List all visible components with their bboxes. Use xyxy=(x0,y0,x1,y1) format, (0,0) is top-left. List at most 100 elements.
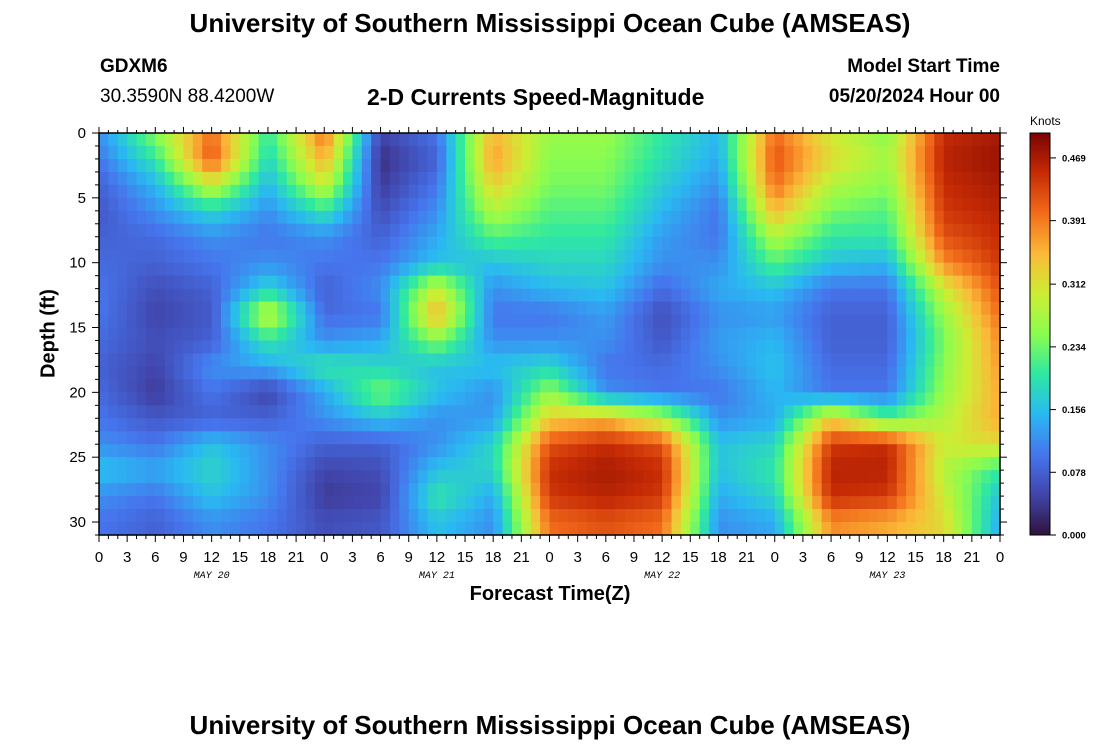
heatmap-cell xyxy=(239,288,250,303)
heatmap-cell xyxy=(662,184,673,199)
heatmap-cell xyxy=(239,418,250,432)
heatmap-cell xyxy=(343,249,354,264)
heatmap-cell xyxy=(915,483,926,497)
heatmap-cell xyxy=(887,236,898,251)
heatmap-cell xyxy=(662,353,673,368)
heatmap-cell xyxy=(183,249,194,264)
heatmap-cell xyxy=(427,470,438,484)
heatmap-cell xyxy=(277,145,288,160)
heatmap-cell xyxy=(483,392,494,406)
heatmap-cell xyxy=(221,275,231,290)
heatmap-cell xyxy=(709,431,720,445)
heatmap-cell xyxy=(887,431,898,445)
heatmap-cell xyxy=(990,340,1001,355)
heatmap-cell xyxy=(971,379,982,393)
heatmap-cell xyxy=(258,522,269,536)
heatmap-cell xyxy=(249,457,260,471)
heatmap-cell xyxy=(230,288,241,303)
heatmap-cell xyxy=(577,418,588,432)
heatmap-cell xyxy=(859,353,870,368)
heatmap-cell xyxy=(971,145,982,160)
heatmap-cell xyxy=(990,444,1001,458)
heatmap-cell xyxy=(99,262,109,277)
heatmap-cell xyxy=(802,366,813,380)
x-axis-label: Forecast Time(Z) xyxy=(469,583,631,605)
heatmap-cell xyxy=(859,301,870,316)
heatmap-cell xyxy=(727,197,738,212)
heatmap-cell xyxy=(455,236,466,251)
heatmap-cell xyxy=(549,158,560,173)
heatmap-cell xyxy=(549,262,560,277)
heatmap-cell xyxy=(183,171,194,186)
heatmap-cell xyxy=(202,275,213,290)
heatmap-cell xyxy=(333,223,344,238)
heatmap-cell xyxy=(296,210,307,225)
x-tick-label: 6 xyxy=(602,549,610,566)
heatmap-cell xyxy=(906,262,917,277)
heatmap-cell xyxy=(755,379,766,393)
x-tick-label: 15 xyxy=(682,549,699,566)
heatmap-cell xyxy=(249,327,260,342)
heatmap-cell xyxy=(802,275,813,290)
heatmap-cell xyxy=(877,483,888,497)
heatmap-cell xyxy=(408,483,419,497)
heatmap-cell xyxy=(971,184,982,199)
heatmap-cell xyxy=(155,262,166,277)
heatmap-cell xyxy=(239,275,250,290)
heatmap-cell xyxy=(802,470,813,484)
heatmap-cell xyxy=(887,327,898,342)
heatmap-cell xyxy=(709,457,720,471)
heatmap-cell xyxy=(183,470,194,484)
heatmap-cell xyxy=(183,158,194,173)
heatmap-cell xyxy=(277,483,288,497)
heatmap-cell xyxy=(868,223,879,238)
heatmap-cell xyxy=(465,288,476,303)
heatmap-cell xyxy=(765,483,776,497)
heatmap-cell xyxy=(192,301,203,316)
heatmap-cell xyxy=(680,184,691,199)
heatmap-cell xyxy=(277,340,288,355)
heatmap-cell xyxy=(840,496,851,510)
heatmap-cell xyxy=(812,262,823,277)
heatmap-cell xyxy=(868,184,879,199)
heatmap-cell xyxy=(849,457,860,471)
heatmap-cell xyxy=(418,392,429,406)
heatmap-cell xyxy=(436,275,447,290)
heatmap-cell xyxy=(709,379,720,393)
heatmap-cell xyxy=(483,158,494,173)
heatmap-cell xyxy=(802,379,813,393)
heatmap-cell xyxy=(192,418,203,432)
heatmap-cell xyxy=(192,457,203,471)
heatmap-cell xyxy=(643,133,654,147)
heatmap-cell xyxy=(314,275,325,290)
heatmap-cell xyxy=(343,379,354,393)
heatmap-cell xyxy=(211,210,222,225)
heatmap-cell xyxy=(145,353,156,368)
heatmap-cell xyxy=(239,509,250,523)
heatmap-cell xyxy=(221,249,231,264)
heatmap-cell xyxy=(718,522,729,536)
heatmap-cell xyxy=(108,236,119,251)
heatmap-cell xyxy=(859,509,870,523)
heatmap-cell xyxy=(286,184,297,199)
heatmap-cell xyxy=(436,379,447,393)
heatmap-cell xyxy=(305,171,316,186)
heatmap-cell xyxy=(831,262,842,277)
heatmap-cell xyxy=(859,496,870,510)
heatmap-cell xyxy=(746,158,757,173)
heatmap-cell xyxy=(812,236,823,251)
heatmap-cell xyxy=(605,145,616,160)
heatmap-cell xyxy=(136,236,147,251)
heatmap-cell xyxy=(934,145,945,160)
heatmap-cell xyxy=(877,405,888,419)
heatmap-cell xyxy=(446,496,457,510)
heatmap-cell xyxy=(164,223,175,238)
heatmap-cell xyxy=(202,496,213,510)
heatmap-cell xyxy=(859,249,870,264)
heatmap-cell xyxy=(906,353,917,368)
heatmap-cell xyxy=(868,249,879,264)
heatmap-cell xyxy=(605,431,616,445)
heatmap-cell xyxy=(633,314,644,329)
heatmap-cell xyxy=(831,249,842,264)
heatmap-cell xyxy=(380,522,391,536)
